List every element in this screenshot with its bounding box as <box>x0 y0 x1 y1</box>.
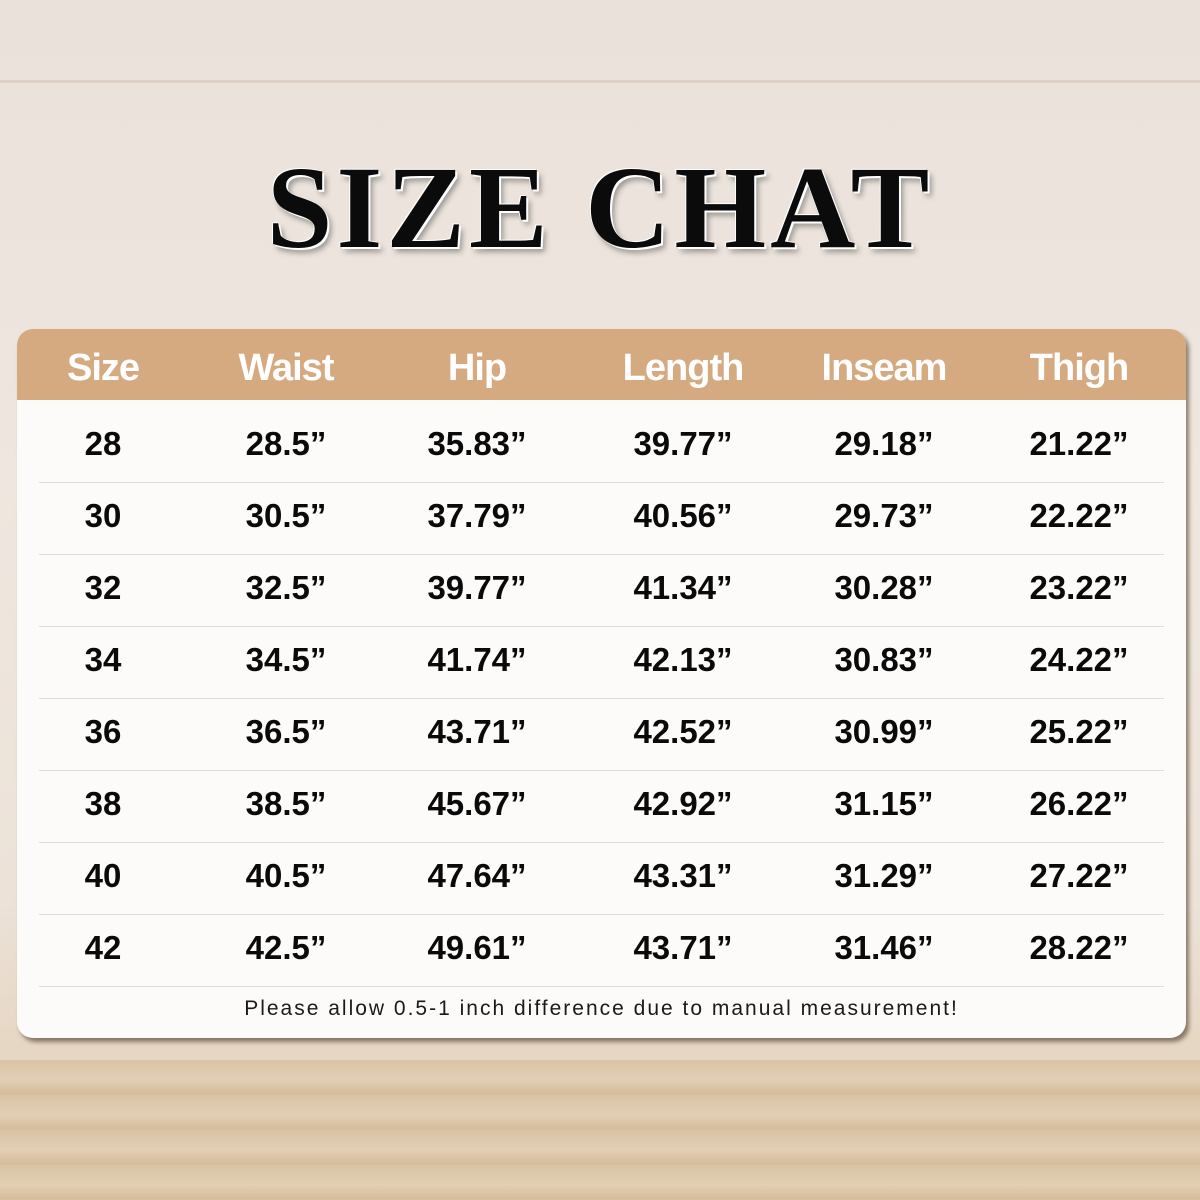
table-row: 40 40.5” 47.64” 43.31” 31.29” 27.22” <box>17 832 1186 904</box>
cell-hip: 37.79” <box>427 497 527 534</box>
wall-molding <box>0 80 1200 83</box>
cell-length: 40.56” <box>633 497 733 534</box>
row-divider <box>39 482 1164 483</box>
cell-waist: 34.5” <box>245 641 327 678</box>
cell-length: 41.34” <box>633 569 733 606</box>
cell-size: 36 <box>84 713 122 750</box>
cell-length: 39.77” <box>633 425 733 462</box>
row-divider <box>39 770 1164 771</box>
row-divider <box>39 698 1164 699</box>
table-row: 32 32.5” 39.77” 41.34” 30.28” 23.22” <box>17 544 1186 616</box>
cell-waist: 30.5” <box>245 497 327 534</box>
cell-inseam: 31.46” <box>834 929 934 966</box>
cell-hip: 41.74” <box>427 641 527 678</box>
cell-inseam: 30.99” <box>834 713 934 750</box>
cell-inseam: 31.29” <box>834 857 934 894</box>
cell-hip: 45.67” <box>427 785 527 822</box>
cell-waist: 42.5” <box>245 929 327 966</box>
measurement-note: Please allow 0.5-1 inch difference due t… <box>244 997 959 1020</box>
cell-thigh: 25.22” <box>1029 713 1129 750</box>
cell-size: 28 <box>84 425 122 462</box>
cell-hip: 43.71” <box>427 713 527 750</box>
row-divider <box>39 842 1164 843</box>
cell-thigh: 21.22” <box>1029 425 1129 462</box>
cell-length: 42.52” <box>633 713 733 750</box>
cell-hip: 49.61” <box>427 929 527 966</box>
column-header-waist: Waist <box>238 347 335 389</box>
cell-inseam: 29.73” <box>834 497 934 534</box>
cell-thigh: 22.22” <box>1029 497 1129 534</box>
cell-size: 40 <box>84 857 122 894</box>
cell-waist: 40.5” <box>245 857 327 894</box>
cell-thigh: 23.22” <box>1029 569 1129 606</box>
size-table: Size Waist Hip Length Inseam Thigh 28 28.5” 35.… <box>17 329 1186 1038</box>
cell-inseam: 31.15” <box>834 785 934 822</box>
table-row: 34 34.5” 41.74” 42.13” 30.83” 24.22” <box>17 616 1186 688</box>
column-header-size: Size <box>66 347 140 389</box>
cell-size: 30 <box>84 497 122 534</box>
cell-waist: 38.5” <box>245 785 327 822</box>
page-title: SIZE CHAT <box>266 142 934 273</box>
cell-length: 42.13” <box>633 641 733 678</box>
column-header-length: Length <box>622 347 745 389</box>
wood-floor <box>0 1060 1200 1200</box>
cell-thigh: 28.22” <box>1029 929 1129 966</box>
cell-inseam: 30.83” <box>834 641 934 678</box>
cell-length: 42.92” <box>633 785 733 822</box>
row-divider <box>39 986 1164 987</box>
cell-hip: 39.77” <box>427 569 527 606</box>
cell-inseam: 29.18” <box>834 425 934 462</box>
table-row: 30 30.5” 37.79” 40.56” 29.73” 22.22” <box>17 472 1186 544</box>
cell-hip: 35.83” <box>427 425 527 462</box>
cell-waist: 36.5” <box>245 713 327 750</box>
cell-thigh: 24.22” <box>1029 641 1129 678</box>
row-divider <box>39 554 1164 555</box>
row-divider <box>39 626 1164 627</box>
cell-length: 43.31” <box>633 857 733 894</box>
table-row: 36 36.5” 43.71” 42.52” 30.99” 25.22” <box>17 688 1186 760</box>
cell-size: 32 <box>84 569 122 606</box>
cell-size: 42 <box>84 929 122 966</box>
cell-hip: 47.64” <box>427 857 527 894</box>
column-header-hip: Hip <box>447 347 507 389</box>
column-header-thigh: Thigh <box>1029 347 1129 389</box>
cell-thigh: 26.22” <box>1029 785 1129 822</box>
cell-length: 43.71” <box>633 929 733 966</box>
table-row: 42 42.5” 49.61” 43.71” 31.46” 28.22” <box>17 904 1186 976</box>
cell-size: 34 <box>84 641 122 678</box>
cell-inseam: 30.28” <box>834 569 934 606</box>
cell-thigh: 27.22” <box>1029 857 1129 894</box>
table-row: 28 28.5” 35.83” 39.77” 29.18” 21.22” <box>17 400 1186 472</box>
column-header-inseam: Inseam <box>821 347 948 389</box>
cell-waist: 28.5” <box>245 425 327 462</box>
cell-waist: 32.5” <box>245 569 327 606</box>
table-header: Size Waist Hip Length Inseam Thigh <box>17 329 1186 400</box>
row-divider <box>39 914 1164 915</box>
cell-size: 38 <box>84 785 122 822</box>
table-row: 38 38.5” 45.67” 42.92” 31.15” 26.22” <box>17 760 1186 832</box>
